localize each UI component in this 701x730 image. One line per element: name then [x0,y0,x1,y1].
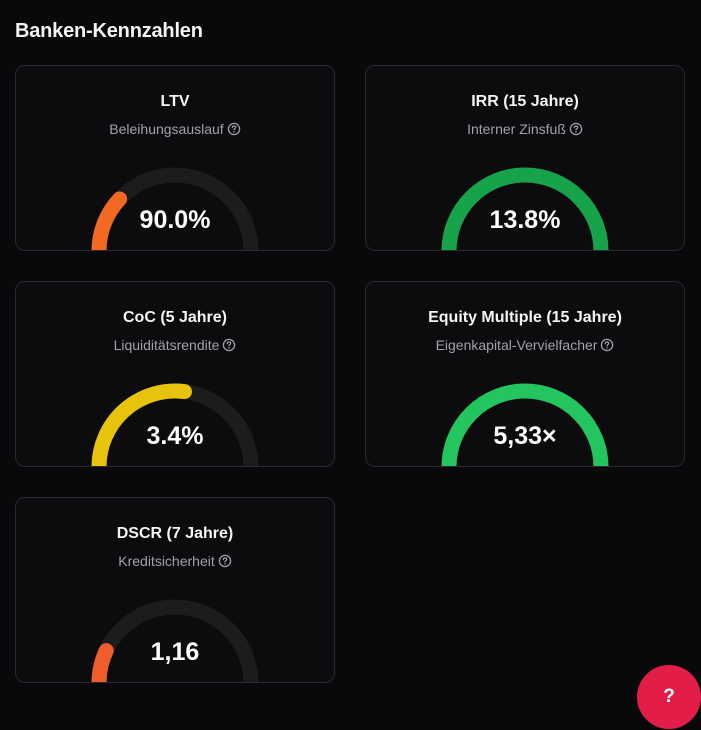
metric-card-equity-multiple: Equity Multiple (15 Jahre) Eigenkapital-… [365,281,685,467]
page-title: Banken-Kennzahlen [15,20,203,42]
metric-subtitle: Eigenkapital-Vervielfacher [435,337,598,353]
help-circle-icon[interactable] [600,338,614,352]
help-circle-icon[interactable] [227,122,241,136]
metric-value: 90.0% [139,206,211,234]
metric-subtitle-row: Kreditsicherheit [16,552,334,570]
metric-subtitle: Liquiditätsrendite [113,337,220,353]
metric-subtitle: Kreditsicherheit [118,553,215,569]
metric-card-coc: CoC (5 Jahre) Liquiditätsrendite 3.4% [15,281,335,467]
metric-value: 5,33× [493,422,557,450]
metric-subtitle: Interner Zinsfuß [467,121,566,137]
gauge-progress [91,643,114,682]
metric-card-dscr: DSCR (7 Jahre) Kreditsicherheit 1,16 [15,497,335,683]
metrics-grid: LTV Beleihungsauslauf 90.0% IRR (15 Jahr… [15,65,685,683]
help-circle-icon[interactable] [222,338,236,352]
metric-title: Equity Multiple (15 Jahre) [428,309,622,326]
metric-subtitle: Beleihungsauslauf [109,121,224,137]
metric-title: IRR (15 Jahre) [471,93,579,110]
metric-subtitle-row: Interner Zinsfuß [366,120,684,138]
gauge-irr [441,167,609,250]
help-fab-button[interactable]: ? [637,665,701,729]
metric-card-ltv: LTV Beleihungsauslauf 90.0% [15,65,335,251]
metric-value: 3.4% [146,422,204,450]
gauge-progress [441,167,609,250]
metric-title: LTV [160,93,190,110]
metric-subtitle-row: Eigenkapital-Vervielfacher [366,336,684,354]
metric-card-irr: IRR (15 Jahre) Interner Zinsfuß 13.8% [365,65,685,251]
metric-value: 13.8% [489,206,561,234]
metric-title: CoC (5 Jahre) [122,309,228,326]
help-circle-icon[interactable] [218,554,232,568]
metric-title: DSCR (7 Jahre) [116,525,234,542]
gauge-progress [91,191,128,250]
gauge-dscr [91,599,259,682]
metric-value: 1,16 [150,638,200,666]
metric-subtitle-row: Beleihungsauslauf [16,120,334,138]
help-circle-icon[interactable] [569,122,583,136]
metric-subtitle-row: Liquiditätsrendite [16,336,334,354]
gauge-equity-multiple [441,383,609,466]
gauge-coc [91,383,259,466]
gauge-progress [441,383,609,466]
gauge-ltv [91,167,259,250]
gauge-progress [91,383,193,466]
